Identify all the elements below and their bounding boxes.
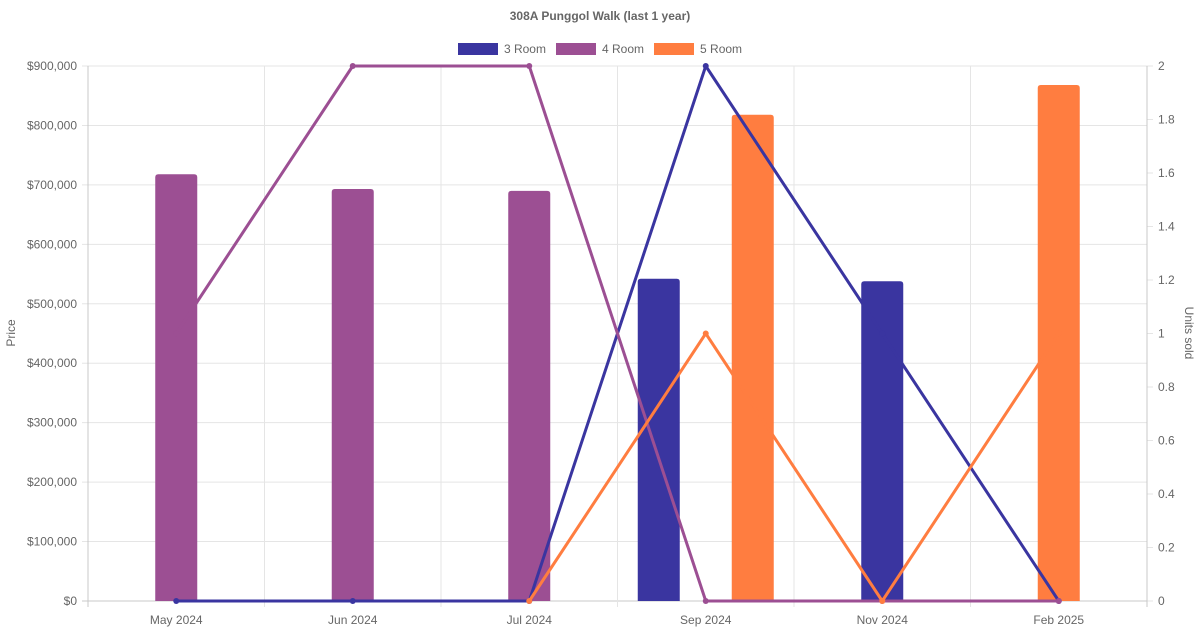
legend-item-5-room[interactable]: 5 Room (654, 42, 742, 56)
y-tick-label: $600,000 (27, 237, 77, 251)
legend-label-5-room: 5 Room (700, 42, 743, 56)
y2-tick-label: 1.8 (1158, 113, 1175, 127)
x-tick-label-feb-2025: Feb 2025 (1033, 613, 1084, 627)
bar-4-room-jun-2024[interactable] (331, 189, 374, 602)
y2-tick-label: 0.4 (1158, 487, 1175, 501)
y-axis-title: Price (4, 319, 18, 347)
legend-item-4-room[interactable]: 4 Room (555, 42, 645, 56)
bar-4-room-may-2024[interactable] (155, 174, 198, 601)
point-3-room-sep-2024[interactable] (702, 63, 709, 69)
y-tick-label: $400,000 (27, 356, 77, 370)
y-tick-label: $500,000 (27, 297, 77, 311)
chart-legend: 3 Room 4 Room 5 Room (0, 42, 1200, 56)
y-tick-label: $700,000 (27, 178, 77, 192)
line-5-room (527, 332, 1061, 603)
y2-tick-label: 0.8 (1158, 380, 1175, 394)
y-tick-label: $0 (64, 594, 78, 608)
line-4-room (174, 64, 1059, 603)
bar-5-room-sep-2024[interactable] (731, 114, 774, 601)
x-tick-label-nov-2024: Nov 2024 (857, 613, 909, 627)
y-tick-label: $100,000 (27, 535, 77, 549)
x-tick-label-jul-2024: Jul 2024 (507, 613, 553, 627)
point-3-room-may-2024[interactable] (173, 598, 180, 604)
y2-tick-label: 1 (1158, 327, 1165, 341)
point-5-room-nov-2024[interactable] (879, 598, 886, 604)
legend-label-3-room: 3 Room (503, 42, 546, 56)
y2-tick-label: 0.2 (1158, 541, 1175, 555)
legend-swatch-5-room (654, 43, 695, 55)
point-4-room-sep-2024[interactable] (702, 598, 709, 604)
point-5-room-feb-2025[interactable] (1055, 330, 1062, 337)
bar-5-room-feb-2025[interactable] (1037, 85, 1080, 602)
y2-axis-title: Units sold (1182, 307, 1196, 360)
bar-4-room-jul-2024[interactable] (508, 190, 551, 602)
point-5-room-jul-2024[interactable] (526, 598, 533, 604)
y-tick-label: $900,000 (27, 59, 77, 73)
y2-tick-label: 1.6 (1158, 166, 1175, 180)
point-4-room-jul-2024[interactable] (526, 63, 533, 69)
point-4-room-jun-2024[interactable] (349, 63, 356, 69)
legend-label-4-room: 4 Room (601, 42, 645, 56)
y2-tick-label: 1.2 (1158, 273, 1175, 287)
point-4-room-feb-2025[interactable] (1055, 598, 1062, 604)
y2-tick-label: 0.6 (1158, 434, 1175, 448)
y2-tick-label: 1.4 (1158, 220, 1175, 234)
axis-layer: Price Units sold $0 $100,000 $200,000 $300,… (4, 59, 1196, 627)
legend-item-3-room[interactable]: 3 Room (457, 42, 546, 56)
point-4-room-may-2024[interactable] (173, 330, 180, 337)
y2-tick-label: 2 (1158, 59, 1165, 73)
point-3-room-nov-2024[interactable] (879, 330, 886, 337)
bar-3-room-nov-2024[interactable] (861, 281, 904, 601)
line-layer (173, 63, 1062, 604)
y2-tick-label: 0 (1158, 594, 1165, 608)
bar-layer (155, 85, 1080, 602)
bar-3-room-sep-2024[interactable] (637, 278, 680, 601)
x-tick-label-jun-2024: Jun 2024 (328, 613, 378, 627)
y-tick-label: $200,000 (27, 475, 77, 489)
y-tick-label: $800,000 (27, 118, 77, 132)
y-tick-label: $300,000 (27, 416, 77, 430)
point-5-room-sep-2024[interactable] (702, 330, 709, 337)
point-3-room-jun-2024[interactable] (349, 598, 356, 604)
x-tick-label-sep-2024: Sep 2024 (680, 613, 732, 627)
x-tick-label-may-2024: May 2024 (150, 613, 203, 627)
legend-swatch-3-room (457, 43, 498, 55)
legend-swatch-4-room (555, 43, 596, 55)
chart-title: 308A Punggol Walk (last 1 year) (509, 9, 691, 23)
